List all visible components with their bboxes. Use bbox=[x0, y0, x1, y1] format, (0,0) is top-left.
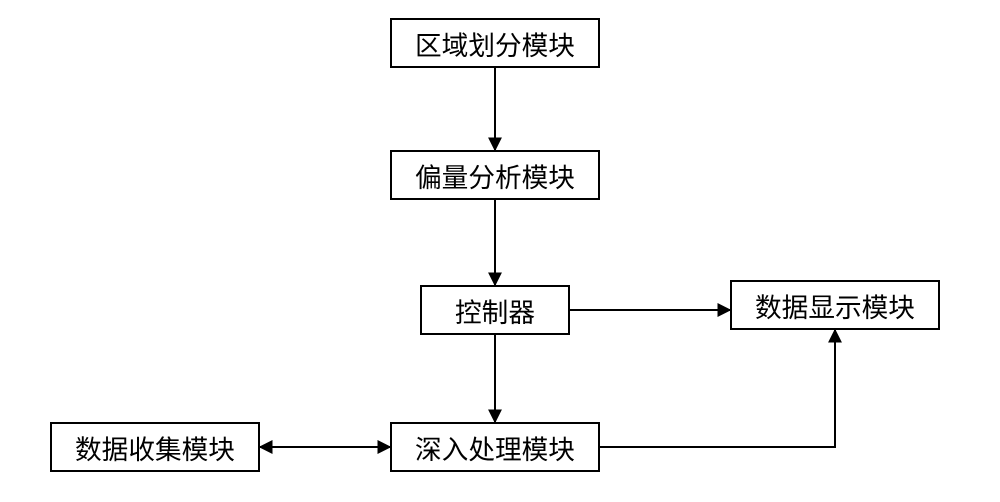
node-label: 数据显示模块 bbox=[755, 286, 915, 325]
node-label: 控制器 bbox=[455, 291, 535, 330]
node-label: 数据收集模块 bbox=[75, 428, 235, 467]
node-controller: 控制器 bbox=[420, 285, 570, 335]
node-label: 区域划分模块 bbox=[415, 24, 575, 63]
node-deep-processing: 深入处理模块 bbox=[390, 422, 600, 472]
node-data-collection: 数据收集模块 bbox=[50, 422, 260, 472]
node-label: 深入处理模块 bbox=[415, 428, 575, 467]
flowchart-canvas: 区域划分模块 偏量分析模块 控制器 数据显示模块 深入处理模块 数据收集模块 bbox=[0, 0, 1000, 502]
node-label: 偏量分析模块 bbox=[415, 156, 575, 195]
node-bias-analysis: 偏量分析模块 bbox=[390, 150, 600, 200]
node-region-division: 区域划分模块 bbox=[390, 18, 600, 68]
node-data-display: 数据显示模块 bbox=[730, 280, 940, 330]
